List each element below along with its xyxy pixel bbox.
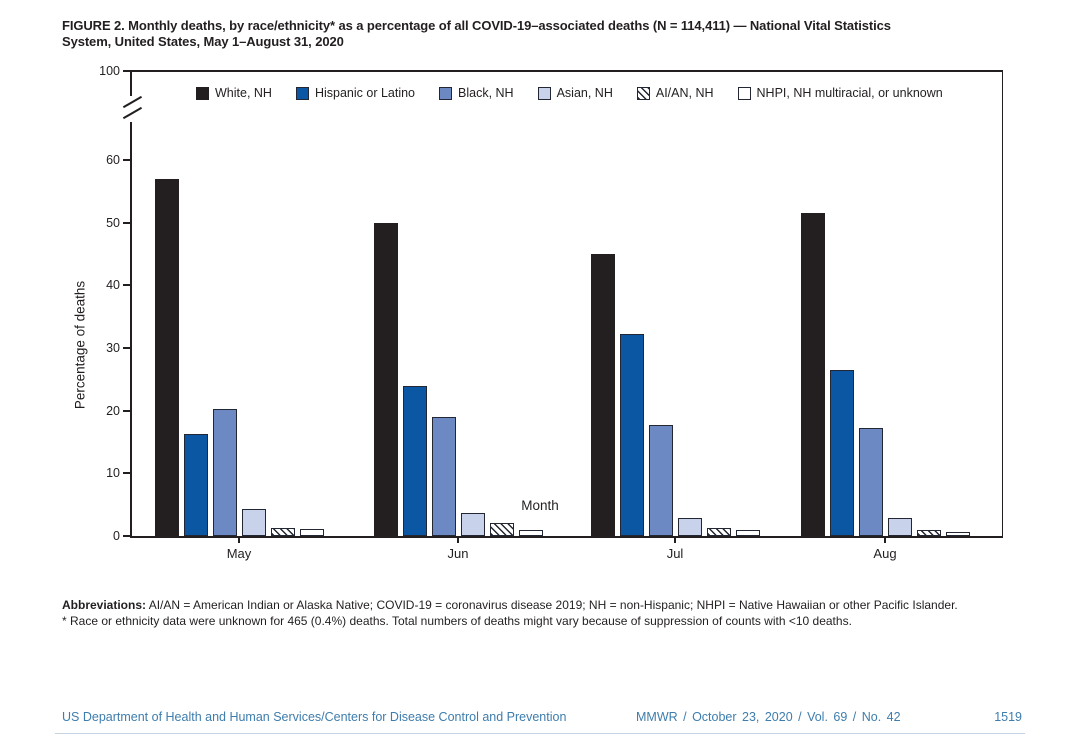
footnote-asterisk: * Race or ethnicity data were unknown fo…: [62, 614, 852, 628]
x-tick-label-may: May: [226, 546, 252, 561]
bar-may-asian-nh: [241, 509, 266, 536]
y-axis-title: Percentage of deaths: [72, 280, 88, 410]
legend-label: White, NH: [215, 86, 272, 100]
y-tick-label-0: 0: [113, 529, 120, 543]
x-tick-aug: [884, 536, 886, 543]
footnote-abbreviations-text: AI/AN = American Indian or Alaska Native…: [146, 598, 958, 612]
y-tick-50: [123, 221, 130, 224]
footnote-abbreviations: Abbreviations: AI/AN = American Indian o…: [62, 597, 1074, 613]
y-tick-label-10: 10: [106, 466, 120, 481]
legend-item-hispanic-or-latino: Hispanic or Latino: [295, 86, 416, 100]
footer-rule: [55, 733, 1025, 734]
y-tick-40: [123, 284, 130, 287]
bar-may-nhpi-nh-multiracial-or-unknown: [299, 529, 324, 536]
legend-swatch-icon: [737, 86, 751, 100]
y-axis-break-mask: [129, 96, 135, 122]
y-tick-label-50: 50: [106, 215, 120, 230]
bar-jul-ai-an-nh: [706, 528, 731, 536]
y-tick-30: [123, 346, 130, 349]
y-tick-10: [123, 472, 130, 475]
y-tick-label-20: 20: [106, 403, 120, 418]
bar-aug-asian-nh: [887, 517, 912, 536]
legend-item-black-nh: Black, NH: [439, 86, 514, 100]
legend-swatch-icon: [439, 86, 453, 100]
x-tick-label-jul: Jul: [666, 546, 684, 561]
x-tick-may: [238, 536, 240, 543]
y-tick-0: [123, 535, 130, 537]
legend-label: NHPI, NH multiracial, or unknown: [756, 86, 943, 100]
legend-swatch-icon: [537, 86, 551, 100]
legend-swatch-icon: [196, 86, 209, 100]
y-tick-label-30: 30: [106, 340, 120, 355]
legend-label: Asian, NH: [556, 86, 613, 100]
footer-agency: US Department of Health and Human Servic…: [62, 710, 567, 724]
footer-page-number: 1519: [994, 710, 1022, 724]
legend-label: Black, NH: [458, 86, 514, 100]
x-tick-label-jun: Jun: [447, 546, 469, 561]
x-tick-jun: [457, 536, 459, 543]
footnote-abbreviations-label: Abbreviations:: [62, 598, 147, 612]
y-tick-100: [123, 70, 130, 72]
y-tick-label-40: 40: [106, 278, 120, 293]
bar-may-hispanic-or-latino: [183, 433, 208, 536]
legend-item-asian-nh: Asian, NH: [537, 86, 613, 100]
bar-aug-hispanic-or-latino: [829, 370, 854, 536]
x-tick-jul: [674, 536, 676, 543]
bar-jul-white-nh: [590, 253, 615, 536]
y-tick-label-100: 100: [99, 64, 120, 78]
bar-jun-ai-an-nh: [489, 522, 514, 536]
y-tick-label-60: 60: [106, 152, 120, 167]
bar-jun-asian-nh: [460, 512, 485, 536]
legend-item-nhpi-nh-multiracial-or-unknown: NHPI, NH multiracial, or unknown: [737, 86, 943, 100]
figure-title-line1: FIGURE 2. Monthly deaths, by race/ethnic…: [62, 18, 891, 33]
legend-item-white-nh: White, NH: [196, 86, 272, 100]
bar-may-black-nh: [212, 408, 237, 536]
legend-swatch-icon: [636, 86, 650, 100]
bar-jun-black-nh: [431, 416, 456, 536]
y-tick-20: [123, 409, 130, 412]
x-axis-title: Month: [521, 498, 559, 513]
bar-aug-white-nh: [800, 213, 825, 536]
figure-title-line2: System, United States, May 1–August 31, …: [62, 34, 344, 49]
bar-may-ai-an-nh: [270, 528, 295, 536]
x-tick-label-aug: Aug: [873, 546, 897, 561]
bar-jun-hispanic-or-latino: [402, 386, 427, 536]
bar-jul-nhpi-nh-multiracial-or-unknown: [735, 530, 760, 536]
bar-jul-black-nh: [648, 425, 673, 536]
chart-legend: White, NH Hispanic or Latino Black, NH Asia…: [196, 86, 943, 100]
bar-jul-hispanic-or-latino: [619, 334, 644, 536]
y-tick-60: [123, 158, 130, 161]
bar-jun-white-nh: [373, 222, 398, 536]
footnotes: Abbreviations: AI/AN = American Indian o…: [62, 597, 1074, 629]
page-footer: US Department of Health and Human Servic…: [0, 706, 1080, 736]
legend-item-ai-an-nh: AI/AN, NH: [636, 86, 714, 100]
footer-citation: MMWR / October 23, 2020 / Vol. 69 / No. …: [636, 710, 901, 724]
bar-may-white-nh: [154, 179, 179, 536]
bar-aug-black-nh: [858, 427, 883, 536]
legend-swatch-icon: [295, 86, 309, 100]
legend-label: Hispanic or Latino: [314, 86, 416, 100]
plot-area: White, NH Hispanic or Latino Black, NH Asia…: [99, 64, 1003, 561]
bar-aug-ai-an-nh: [916, 529, 941, 536]
bar-jun-nhpi-nh-multiracial-or-unknown: [518, 529, 543, 536]
figure-title: FIGURE 2. Monthly deaths, by race/ethnic…: [62, 18, 1074, 50]
legend-label: AI/AN, NH: [655, 86, 714, 100]
bar-aug-nhpi-nh-multiracial-or-unknown: [945, 531, 970, 536]
bar-jul-asian-nh: [677, 518, 702, 536]
